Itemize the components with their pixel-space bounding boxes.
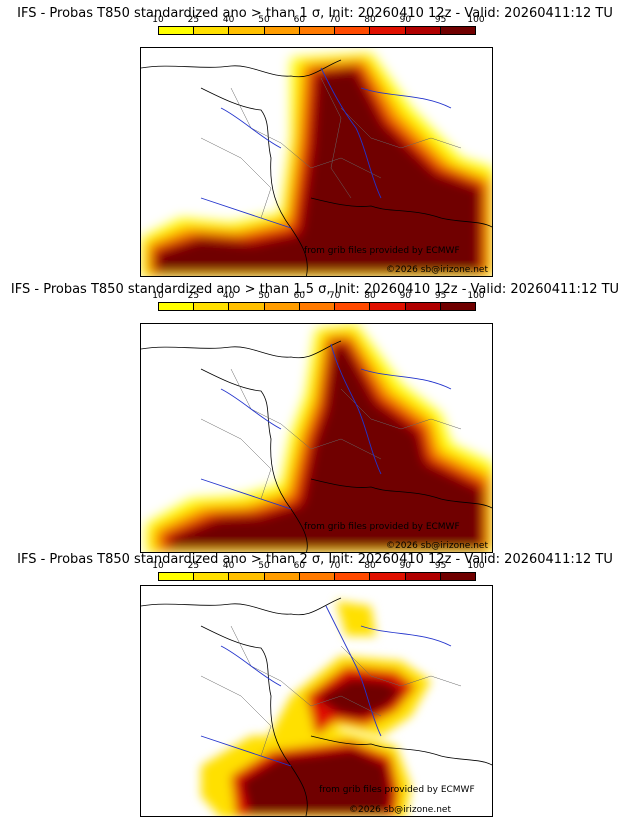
- colorbar-tick-label: 70: [328, 561, 341, 571]
- colorbar-tick-label: 70: [328, 15, 341, 25]
- probability-map: from grib files provided by ECMWF ©2026 …: [140, 47, 493, 277]
- colorbar-swatch: [405, 303, 441, 310]
- colorbar-swatch: [299, 27, 336, 34]
- colorbar-swatch: [370, 27, 406, 34]
- colorbar-swatch: [194, 27, 230, 34]
- colorbar-swatch: [194, 303, 230, 310]
- colorbar-tick-label: 100: [467, 15, 485, 25]
- colorbar-swatch: [370, 303, 406, 310]
- colorbar-tick-label: 40: [222, 561, 235, 571]
- colorbar-swatch: [229, 303, 265, 310]
- colorbar-tick-label: 95: [434, 291, 447, 301]
- map-graphic: from grib files provided by ECMWF ©2026 …: [141, 597, 492, 816]
- colorbar-tick-label: 80: [364, 15, 376, 25]
- colorbar-swatch: [299, 303, 336, 310]
- colorbar-swatch: [264, 27, 300, 34]
- copyright-credit: ©2026 sb@irizone.net: [386, 541, 488, 551]
- panel-title: IFS - Probas T850 standardized ano > tha…: [17, 552, 613, 567]
- colorbar-swatch: [405, 27, 441, 34]
- colorbar-tick-label: 40: [222, 291, 235, 301]
- colorbar-tick-label: 10: [152, 15, 164, 25]
- colorbar-swatch: [229, 27, 265, 34]
- map-graphic: from grib files provided by ECMWF ©2026 …: [141, 53, 492, 276]
- copyright-credit: ©2026 sb@irizone.net: [349, 805, 451, 815]
- colorbar-tick-label: 25: [187, 561, 200, 571]
- colorbar-tick-label: 10: [152, 291, 164, 301]
- colorbar-tick-label: 80: [364, 291, 376, 301]
- colorbar-swatch: [440, 27, 475, 34]
- colorbar-swatch: [405, 573, 441, 580]
- copyright-credit: ©2026 sb@irizone.net: [386, 265, 488, 275]
- colorbar-swatches: [158, 572, 476, 581]
- colorbar-tick-label: 40: [222, 15, 235, 25]
- source-credit: from grib files provided by ECMWF: [304, 522, 460, 532]
- colorbar-swatch: [335, 303, 371, 310]
- forecast-panel-2sigma: IFS - Probas T850 standardized ano > tha…: [0, 552, 630, 828]
- colorbar-swatch: [194, 573, 230, 580]
- forecast-panel-1sigma: IFS - Probas T850 standardized ano > tha…: [0, 0, 630, 277]
- colorbar-tick-label: 90: [399, 15, 412, 25]
- colorbar-swatch: [229, 573, 265, 580]
- colorbar-swatch: [335, 573, 371, 580]
- colorbar-swatch: [335, 27, 371, 34]
- colorbar-tick-label: 25: [187, 291, 200, 301]
- colorbar-tick-label: 60: [293, 15, 306, 25]
- colorbar-swatch: [264, 303, 300, 310]
- colorbar-swatch: [159, 303, 195, 310]
- colorbar-labels: 10 25 40 50 60 70 80 90 95 100: [152, 561, 484, 571]
- colorbar-swatch: [299, 573, 336, 580]
- colorbar-tick-label: 10: [152, 561, 164, 571]
- colorbar-swatches: [158, 26, 476, 35]
- colorbar-tick-label: 50: [258, 15, 270, 25]
- colorbar-tick-label: 60: [293, 291, 306, 301]
- colorbar-labels: 10 25 40 50 60 70 80 90 95 100: [152, 15, 484, 25]
- probability-map: from grib files provided by ECMWF ©2026 …: [140, 323, 493, 553]
- colorbar-tick-label: 95: [434, 561, 447, 571]
- colorbar-tick-label: 100: [467, 561, 485, 571]
- forecast-panel-1-5sigma: IFS - Probas T850 standardized ano > tha…: [0, 276, 630, 553]
- panel-title: IFS - Probas T850 standardized ano > tha…: [10, 282, 620, 297]
- map-graphic: from grib files provided by ECMWF ©2026 …: [141, 324, 492, 552]
- colorbar-swatch: [440, 303, 475, 310]
- colorbar-swatch: [159, 573, 195, 580]
- colorbar-tick-label: 95: [434, 15, 447, 25]
- colorbar-tick-label: 90: [399, 561, 412, 571]
- colorbar-swatch: [264, 573, 300, 580]
- colorbar-labels: 10 25 40 50 60 70 80 90 95 100: [152, 291, 484, 301]
- colorbar-swatch: [440, 573, 475, 580]
- colorbar-swatch: [370, 573, 406, 580]
- colorbar-swatch: [159, 27, 195, 34]
- source-credit: from grib files provided by ECMWF: [304, 246, 460, 256]
- colorbar-tick-label: 25: [187, 15, 200, 25]
- probability-map: from grib files provided by ECMWF ©2026 …: [140, 585, 493, 817]
- colorbar-tick-label: 50: [258, 291, 270, 301]
- colorbar-tick-label: 50: [258, 561, 270, 571]
- colorbar-tick-label: 70: [328, 291, 341, 301]
- panel-title: IFS - Probas T850 standardized ano > tha…: [17, 6, 613, 21]
- colorbar-tick-label: 100: [467, 291, 485, 301]
- colorbar: 10 25 40 50 60 70 80 90 95 100: [152, 291, 485, 312]
- colorbar-tick-label: 90: [399, 291, 412, 301]
- colorbar: 10 25 40 50 60 70 80 90 95 100: [152, 561, 485, 582]
- colorbar-tick-label: 80: [364, 561, 376, 571]
- colorbar-swatches: [158, 302, 476, 311]
- colorbar-tick-label: 60: [293, 561, 306, 571]
- source-credit: from grib files provided by ECMWF: [319, 785, 475, 795]
- colorbar: 10 25 40 50 60 70 80 90 95 100: [152, 15, 485, 36]
